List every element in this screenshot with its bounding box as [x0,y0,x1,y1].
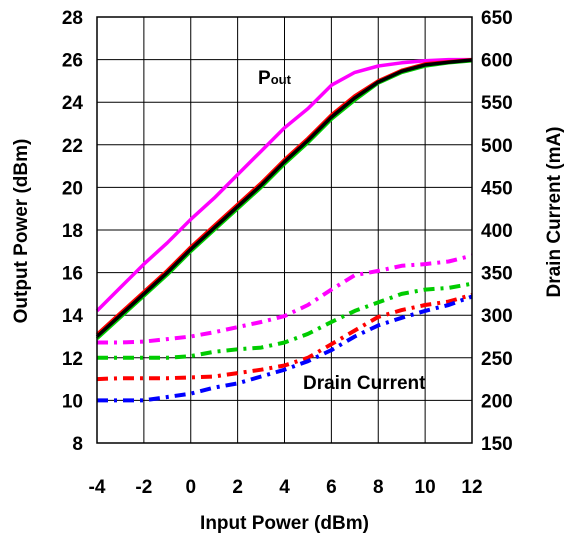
right-axis-ticks: 150 200 250 300 350 400 450 500 550 600 650 [481,8,513,455]
x-tick-label: 0 [185,477,196,498]
pout-subscript: out [271,72,292,87]
pout-annotation: Pout [258,68,292,89]
left-tick-label: 8 [72,434,83,455]
right-axis-title: Drain Current (mA) [544,126,565,297]
right-tick-label: 300 [481,306,513,327]
left-tick-label: 14 [62,306,84,327]
x-tick-label: -2 [135,477,152,498]
left-axis-ticks: 8 10 12 14 16 18 20 22 24 26 28 [62,8,84,455]
series-layer [95,57,473,403]
x-tick-label: 6 [326,477,337,498]
x-tick-label: 12 [461,477,482,498]
right-tick-label: 250 [481,349,513,370]
x-tick-label: 8 [373,477,384,498]
right-tick-label: 550 [481,93,513,114]
x-axis-ticks: -4 -2 0 2 4 6 8 10 12 [89,477,483,498]
right-tick-label: 600 [481,51,513,72]
left-tick-label: 10 [62,391,83,412]
right-tick-label: 650 [481,8,513,29]
right-tick-label: 200 [481,391,513,412]
x-axis-title: Input Power (dBm) [200,513,369,534]
drain-current-line-5 [97,281,473,360]
x-tick-label: 2 [232,477,243,498]
left-tick-label: 22 [62,136,83,157]
left-tick-label: 24 [62,93,84,114]
right-tick-label: 350 [481,264,513,285]
left-tick-label: 26 [62,51,83,72]
left-tick-label: 20 [62,178,83,199]
output-power-line-3 [95,58,473,338]
drain-current-annotation: Drain Current [303,373,426,394]
pout-main: P [258,68,271,89]
left-axis-title: Output Power (dBm) [11,139,32,324]
drain-current-line-4 [97,253,473,345]
right-tick-label: 150 [481,434,513,455]
left-tick-label: 18 [62,221,83,242]
x-tick-label: 10 [415,477,436,498]
left-tick-label: 12 [62,349,83,370]
plot-frame [96,16,473,444]
right-tick-label: 400 [481,221,513,242]
x-tick-label: -4 [89,477,106,498]
x-tick-label: 4 [279,477,290,498]
drain-current-line-6 [96,292,473,382]
right-tick-label: 500 [481,136,513,157]
drain-current-line-7 [97,294,473,403]
left-tick-label: 16 [62,264,83,285]
right-tick-label: 450 [481,178,513,199]
output-power-line-0 [95,57,472,313]
left-tick-label: 28 [62,8,83,29]
